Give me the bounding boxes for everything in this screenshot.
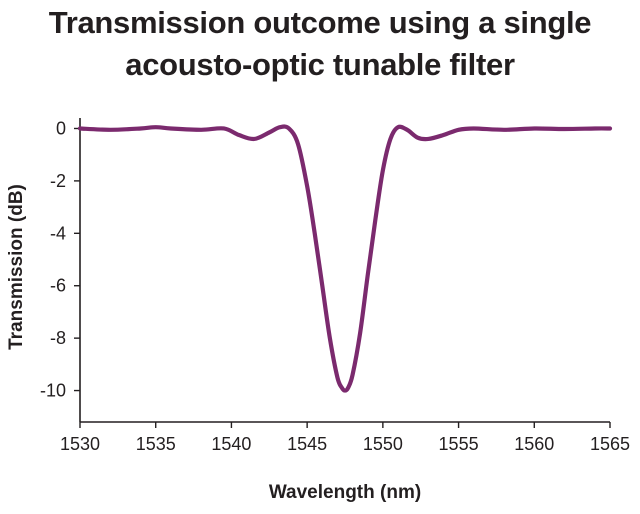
x-axis-label: Wavelength (nm) xyxy=(269,482,421,503)
x-tick-label: 1555 xyxy=(439,434,479,454)
chart-title-line-2: acousto-optic tunable filter xyxy=(125,47,515,82)
y-tick-label: -2 xyxy=(50,171,66,191)
x-tick-label: 1530 xyxy=(60,434,100,454)
y-tick-label: -6 xyxy=(50,276,66,296)
y-axis-label: Transmission (dB) xyxy=(6,184,27,350)
x-tick-label: 1535 xyxy=(136,434,176,454)
x-tick-label: 1550 xyxy=(363,434,403,454)
y-tick-label: -4 xyxy=(50,223,66,243)
chart-axes xyxy=(79,118,610,423)
x-tick-label: 1565 xyxy=(590,434,630,454)
y-tick-label: 0 xyxy=(56,118,66,138)
chart-ticks: 1530 1535 1540 1545 1550 1555 1560 1565 0 -2 -4 -6 -… xyxy=(40,118,630,454)
chart-title-line-1: Transmission outcome using a single xyxy=(48,5,592,40)
y-tick-label: -8 xyxy=(50,328,66,348)
chart-title: Transmission outcome using a single acou… xyxy=(0,2,640,86)
x-tick-label: 1560 xyxy=(514,434,554,454)
x-tick-label: 1540 xyxy=(211,434,251,454)
x-tick-label: 1545 xyxy=(287,434,327,454)
chart-series xyxy=(77,124,613,393)
y-tick-label: -10 xyxy=(40,381,66,401)
series-line-0 xyxy=(77,124,613,393)
